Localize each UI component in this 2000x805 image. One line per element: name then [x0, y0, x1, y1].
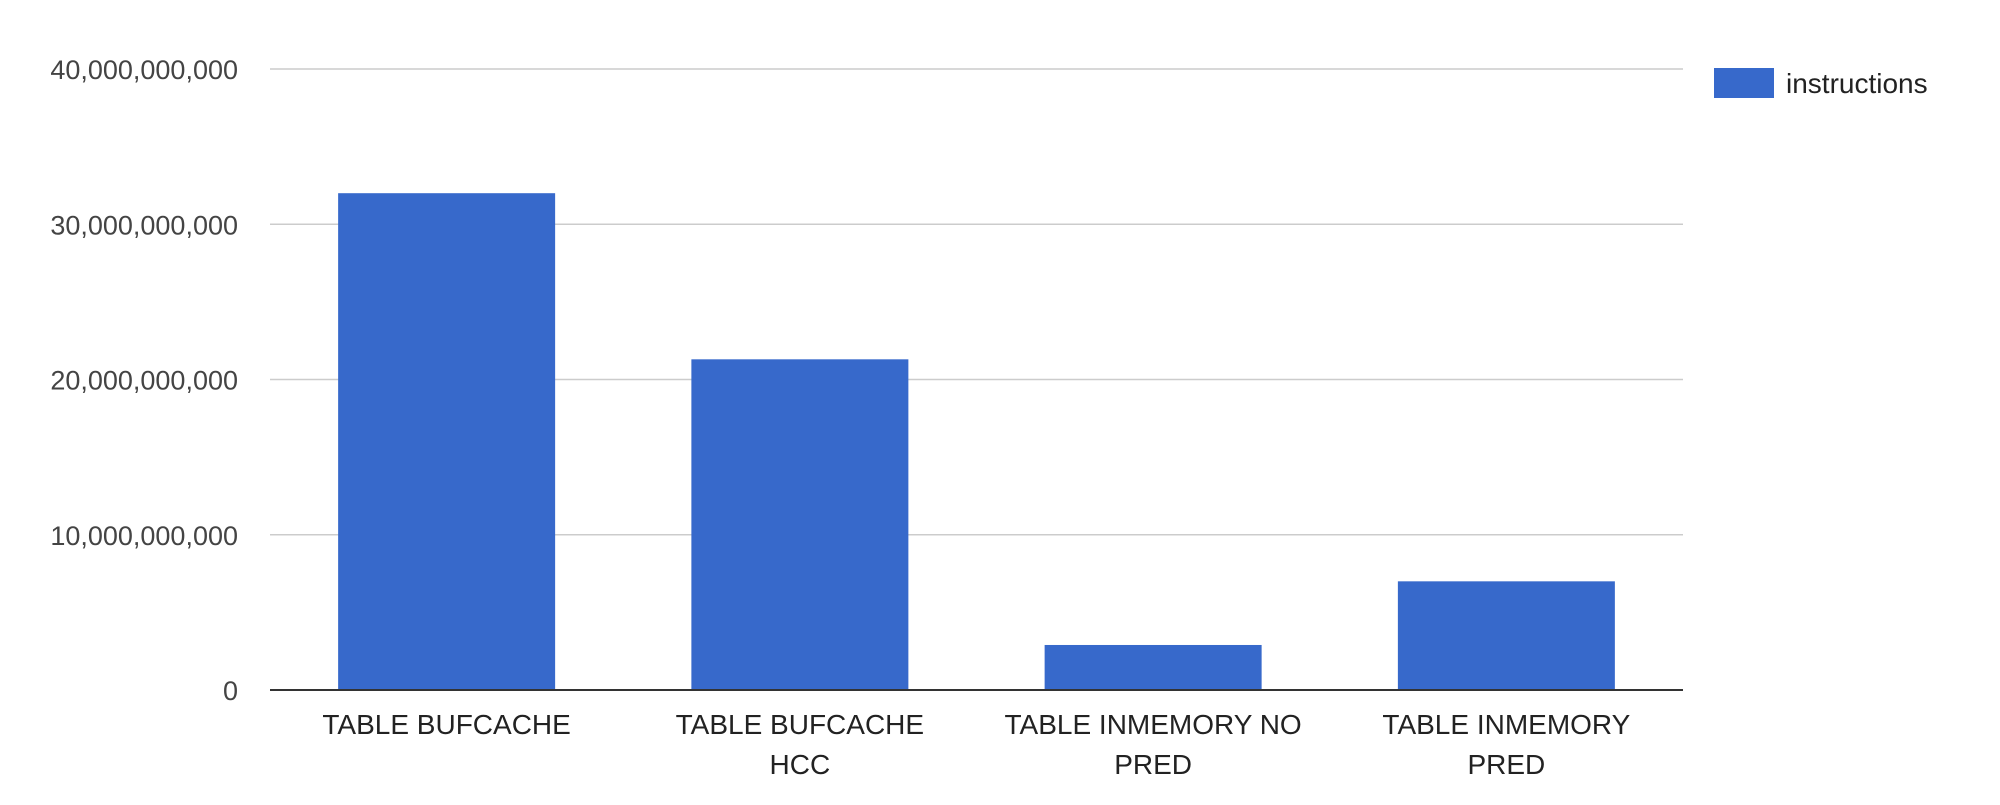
legend-swatch	[1714, 68, 1774, 98]
bar	[1044, 644, 1262, 690]
y-tick-label: 10,000,000,000	[50, 521, 238, 551]
bars	[338, 193, 1615, 690]
x-category-label: TABLE INMEMORY NO PRED	[1005, 709, 1302, 780]
x-category-label-line: TABLE BUFCACHE	[676, 709, 924, 740]
x-category-label-line: TABLE INMEMORY	[1382, 709, 1630, 740]
y-tick-label: 30,000,000,000	[50, 210, 238, 240]
legend: instructions	[1714, 68, 1928, 99]
x-category-label-line: TABLE INMEMORY NO	[1005, 709, 1302, 740]
x-category-label-line: TABLE BUFCACHE	[322, 709, 570, 740]
x-category-label-line: PRED	[1467, 749, 1545, 780]
x-axis-category-labels: TABLE BUFCACHE TABLE BUFCACHE HCC TABLE INM…	[322, 709, 1630, 780]
bar	[338, 193, 556, 690]
legend-label: instructions	[1786, 68, 1928, 99]
bar	[1397, 581, 1615, 690]
bar	[691, 359, 909, 690]
x-category-label: TABLE BUFCACHE HCC	[676, 709, 924, 780]
x-category-label-line: HCC	[770, 749, 831, 780]
y-tick-label: 20,000,000,000	[50, 366, 238, 396]
y-tick-label: 40,000,000,000	[50, 55, 238, 85]
x-category-label-line: PRED	[1114, 749, 1192, 780]
y-tick-label: 0	[223, 676, 238, 706]
y-axis-tick-labels: 0 10,000,000,000 20,000,000,000 30,000,000,…	[50, 55, 238, 706]
x-category-label: TABLE INMEMORY PRED	[1382, 709, 1630, 780]
x-category-label: TABLE BUFCACHE	[322, 709, 570, 740]
